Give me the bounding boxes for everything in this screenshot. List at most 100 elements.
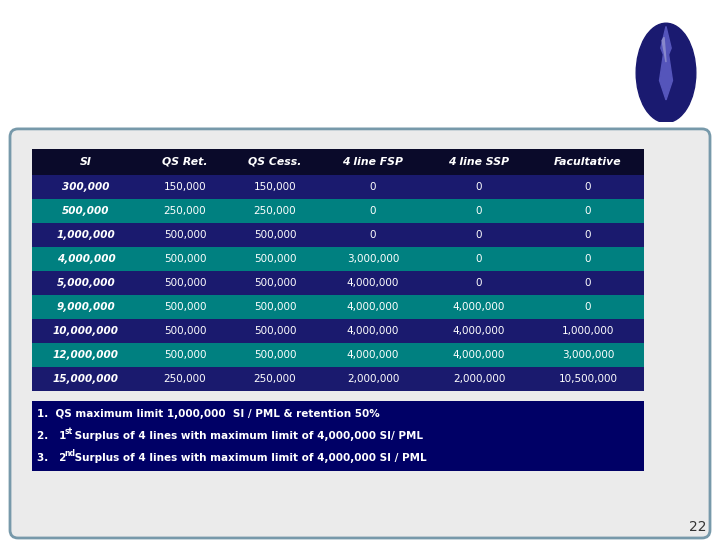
Bar	[230, 199, 320, 223]
Bar	[140, 295, 230, 319]
Text: 0: 0	[476, 278, 482, 288]
Text: 10,000,000: 10,000,000	[53, 326, 119, 336]
Text: SI: SI	[80, 157, 92, 167]
Text: 4,000,000: 4,000,000	[453, 302, 505, 312]
Bar	[426, 223, 532, 247]
Text: 22: 22	[688, 520, 706, 534]
Text: 250,000: 250,000	[163, 206, 207, 216]
Bar	[320, 175, 426, 199]
Bar	[32, 247, 140, 271]
Bar	[140, 247, 230, 271]
Text: Surplus of 4 lines with maximum limit of 4,000,000 SI / PML: Surplus of 4 lines with maximum limit of…	[71, 453, 427, 463]
Bar	[426, 175, 532, 199]
Text: 0: 0	[370, 206, 377, 216]
Text: 3,000,000: 3,000,000	[562, 350, 614, 360]
Bar	[32, 367, 140, 391]
Text: 250,000: 250,000	[163, 374, 207, 384]
Text: 0: 0	[585, 254, 591, 264]
Bar	[532, 247, 644, 271]
Bar	[320, 247, 426, 271]
Text: Facultative: Facultative	[554, 157, 622, 167]
Bar	[230, 149, 320, 175]
Text: 4 line SSP: 4 line SSP	[449, 157, 510, 167]
Bar	[32, 401, 644, 471]
Text: 250,000: 250,000	[253, 374, 297, 384]
Text: 4,000,000: 4,000,000	[347, 326, 399, 336]
Text: 1,000,000: 1,000,000	[57, 230, 115, 240]
Bar	[140, 343, 230, 367]
Bar	[32, 149, 140, 175]
Bar	[32, 199, 140, 223]
Text: 0: 0	[476, 206, 482, 216]
Bar	[32, 343, 140, 367]
Bar	[426, 367, 532, 391]
Text: 500,000: 500,000	[163, 278, 206, 288]
Text: QS Ret.: QS Ret.	[162, 157, 208, 167]
Text: 4,000,000: 4,000,000	[347, 302, 399, 312]
Bar	[32, 223, 140, 247]
Bar	[532, 319, 644, 343]
Bar	[230, 175, 320, 199]
Bar	[426, 319, 532, 343]
Bar	[140, 199, 230, 223]
Bar	[532, 343, 644, 367]
Text: 500,000: 500,000	[163, 230, 206, 240]
Text: 500,000: 500,000	[62, 206, 109, 216]
Text: 500,000: 500,000	[253, 230, 296, 240]
Text: QS Cess.: QS Cess.	[248, 157, 302, 167]
Bar	[532, 199, 644, 223]
Text: 3,000,000: 3,000,000	[347, 254, 399, 264]
Text: Treaties: Treaties	[22, 79, 141, 105]
Text: 0: 0	[476, 182, 482, 192]
Bar	[320, 295, 426, 319]
Bar	[426, 247, 532, 271]
Text: 15,000,000: 15,000,000	[53, 374, 119, 384]
Text: 500,000: 500,000	[163, 302, 206, 312]
Text: 500,000: 500,000	[163, 254, 206, 264]
Text: 500,000: 500,000	[253, 254, 296, 264]
Text: 500,000: 500,000	[253, 326, 296, 336]
Text: Surplus of 4 lines with maximum limit of 4,000,000 SI/ PML: Surplus of 4 lines with maximum limit of…	[71, 431, 423, 441]
Polygon shape	[660, 26, 672, 100]
Bar	[32, 175, 140, 199]
Text: 10,500,000: 10,500,000	[559, 374, 618, 384]
Text: 0: 0	[585, 278, 591, 288]
Text: 0: 0	[476, 230, 482, 240]
Bar	[532, 367, 644, 391]
Bar	[320, 367, 426, 391]
Bar	[230, 343, 320, 367]
Bar	[426, 149, 532, 175]
Text: 12,000,000: 12,000,000	[53, 350, 119, 360]
Text: 250,000: 250,000	[253, 206, 297, 216]
Text: 0: 0	[370, 230, 377, 240]
Text: st: st	[64, 427, 73, 436]
Bar	[140, 223, 230, 247]
Bar	[230, 295, 320, 319]
Bar	[140, 319, 230, 343]
Bar	[426, 199, 532, 223]
Bar	[230, 367, 320, 391]
Text: 150,000: 150,000	[253, 182, 297, 192]
Bar	[532, 223, 644, 247]
Bar	[230, 247, 320, 271]
Text: nd: nd	[64, 449, 76, 458]
Text: 1.  QS maximum limit 1,000,000  SI / PML & retention 50%: 1. QS maximum limit 1,000,000 SI / PML &…	[37, 409, 379, 419]
Bar	[426, 271, 532, 295]
Text: 3.   2: 3. 2	[37, 453, 66, 463]
Bar	[320, 149, 426, 175]
Bar	[426, 343, 532, 367]
Bar	[32, 319, 140, 343]
Text: Distribution of Risk over QS & Surplus: Distribution of Risk over QS & Surplus	[22, 28, 590, 54]
Text: 500,000: 500,000	[163, 326, 206, 336]
Bar	[320, 271, 426, 295]
Text: 500,000: 500,000	[163, 350, 206, 360]
Bar	[230, 319, 320, 343]
Text: 4,000,000: 4,000,000	[453, 326, 505, 336]
Bar	[140, 175, 230, 199]
Text: 500,000: 500,000	[253, 278, 296, 288]
Text: 150,000: 150,000	[163, 182, 207, 192]
Text: 0: 0	[476, 254, 482, 264]
Bar	[230, 223, 320, 247]
Bar	[32, 271, 140, 295]
Text: 2,000,000: 2,000,000	[453, 374, 505, 384]
